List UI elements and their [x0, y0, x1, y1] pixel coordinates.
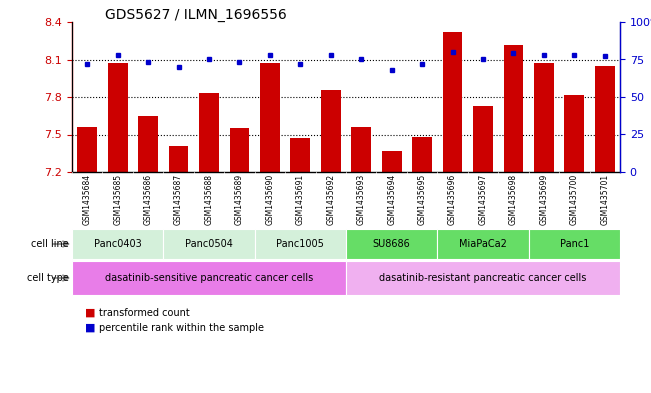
Bar: [346, 261, 620, 295]
Text: MiaPaCa2: MiaPaCa2: [459, 239, 507, 249]
Bar: [443, 32, 462, 393]
Bar: [108, 63, 128, 393]
Bar: [352, 127, 371, 393]
Text: GSM1435700: GSM1435700: [570, 174, 579, 225]
Text: GSM1435686: GSM1435686: [144, 174, 152, 225]
Text: GSM1435689: GSM1435689: [235, 174, 244, 225]
Bar: [534, 63, 554, 393]
Text: SU8686: SU8686: [373, 239, 411, 249]
Text: dasatinib-resistant pancreatic cancer cells: dasatinib-resistant pancreatic cancer ce…: [380, 273, 587, 283]
Bar: [564, 94, 584, 393]
Text: ■: ■: [85, 323, 96, 333]
Text: GSM1435695: GSM1435695: [417, 174, 426, 225]
Text: GSM1435696: GSM1435696: [448, 174, 457, 225]
Bar: [346, 229, 437, 259]
Text: dasatinib-sensitive pancreatic cancer cells: dasatinib-sensitive pancreatic cancer ce…: [105, 273, 313, 283]
Bar: [473, 106, 493, 393]
Text: GSM1435684: GSM1435684: [83, 174, 92, 225]
Text: Panc1: Panc1: [560, 239, 589, 249]
Bar: [321, 90, 340, 393]
Text: ■: ■: [85, 308, 96, 318]
Text: Panc1005: Panc1005: [277, 239, 324, 249]
Text: GSM1435687: GSM1435687: [174, 174, 183, 225]
Bar: [199, 93, 219, 393]
Text: GSM1435697: GSM1435697: [478, 174, 488, 225]
Text: GDS5627 / ILMN_1696556: GDS5627 / ILMN_1696556: [105, 8, 286, 22]
Text: GSM1435694: GSM1435694: [387, 174, 396, 225]
Bar: [260, 63, 280, 393]
Text: GSM1435693: GSM1435693: [357, 174, 366, 225]
Text: percentile rank within the sample: percentile rank within the sample: [100, 323, 264, 333]
Text: cell line: cell line: [31, 239, 69, 249]
Bar: [77, 127, 97, 393]
Text: GSM1435692: GSM1435692: [326, 174, 335, 225]
Bar: [529, 229, 620, 259]
Text: cell type: cell type: [27, 273, 69, 283]
Bar: [255, 229, 346, 259]
Bar: [169, 146, 188, 393]
Bar: [72, 229, 163, 259]
Text: transformed count: transformed count: [100, 308, 190, 318]
Bar: [230, 128, 249, 393]
Bar: [504, 44, 523, 393]
Text: GSM1435685: GSM1435685: [113, 174, 122, 225]
Text: GSM1435699: GSM1435699: [540, 174, 548, 225]
Bar: [163, 229, 255, 259]
Text: GSM1435701: GSM1435701: [600, 174, 609, 225]
Text: GSM1435698: GSM1435698: [509, 174, 518, 225]
Bar: [290, 138, 311, 393]
Text: GSM1435691: GSM1435691: [296, 174, 305, 225]
Bar: [437, 229, 529, 259]
Text: GSM1435688: GSM1435688: [204, 174, 214, 225]
Bar: [595, 66, 615, 393]
Bar: [72, 261, 346, 295]
Bar: [138, 116, 158, 393]
Text: GSM1435690: GSM1435690: [266, 174, 274, 225]
Bar: [412, 137, 432, 393]
Bar: [381, 151, 402, 393]
Text: Panc0504: Panc0504: [185, 239, 233, 249]
Text: Panc0403: Panc0403: [94, 239, 141, 249]
